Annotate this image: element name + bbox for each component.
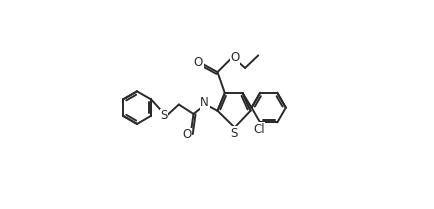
Text: Cl: Cl: [253, 123, 264, 136]
Text: S: S: [230, 127, 237, 140]
Text: S: S: [160, 110, 167, 122]
Text: H: H: [203, 96, 210, 106]
Text: O: O: [230, 51, 239, 64]
Text: O: O: [194, 56, 203, 69]
Text: N: N: [200, 96, 208, 109]
Text: O: O: [182, 128, 191, 141]
